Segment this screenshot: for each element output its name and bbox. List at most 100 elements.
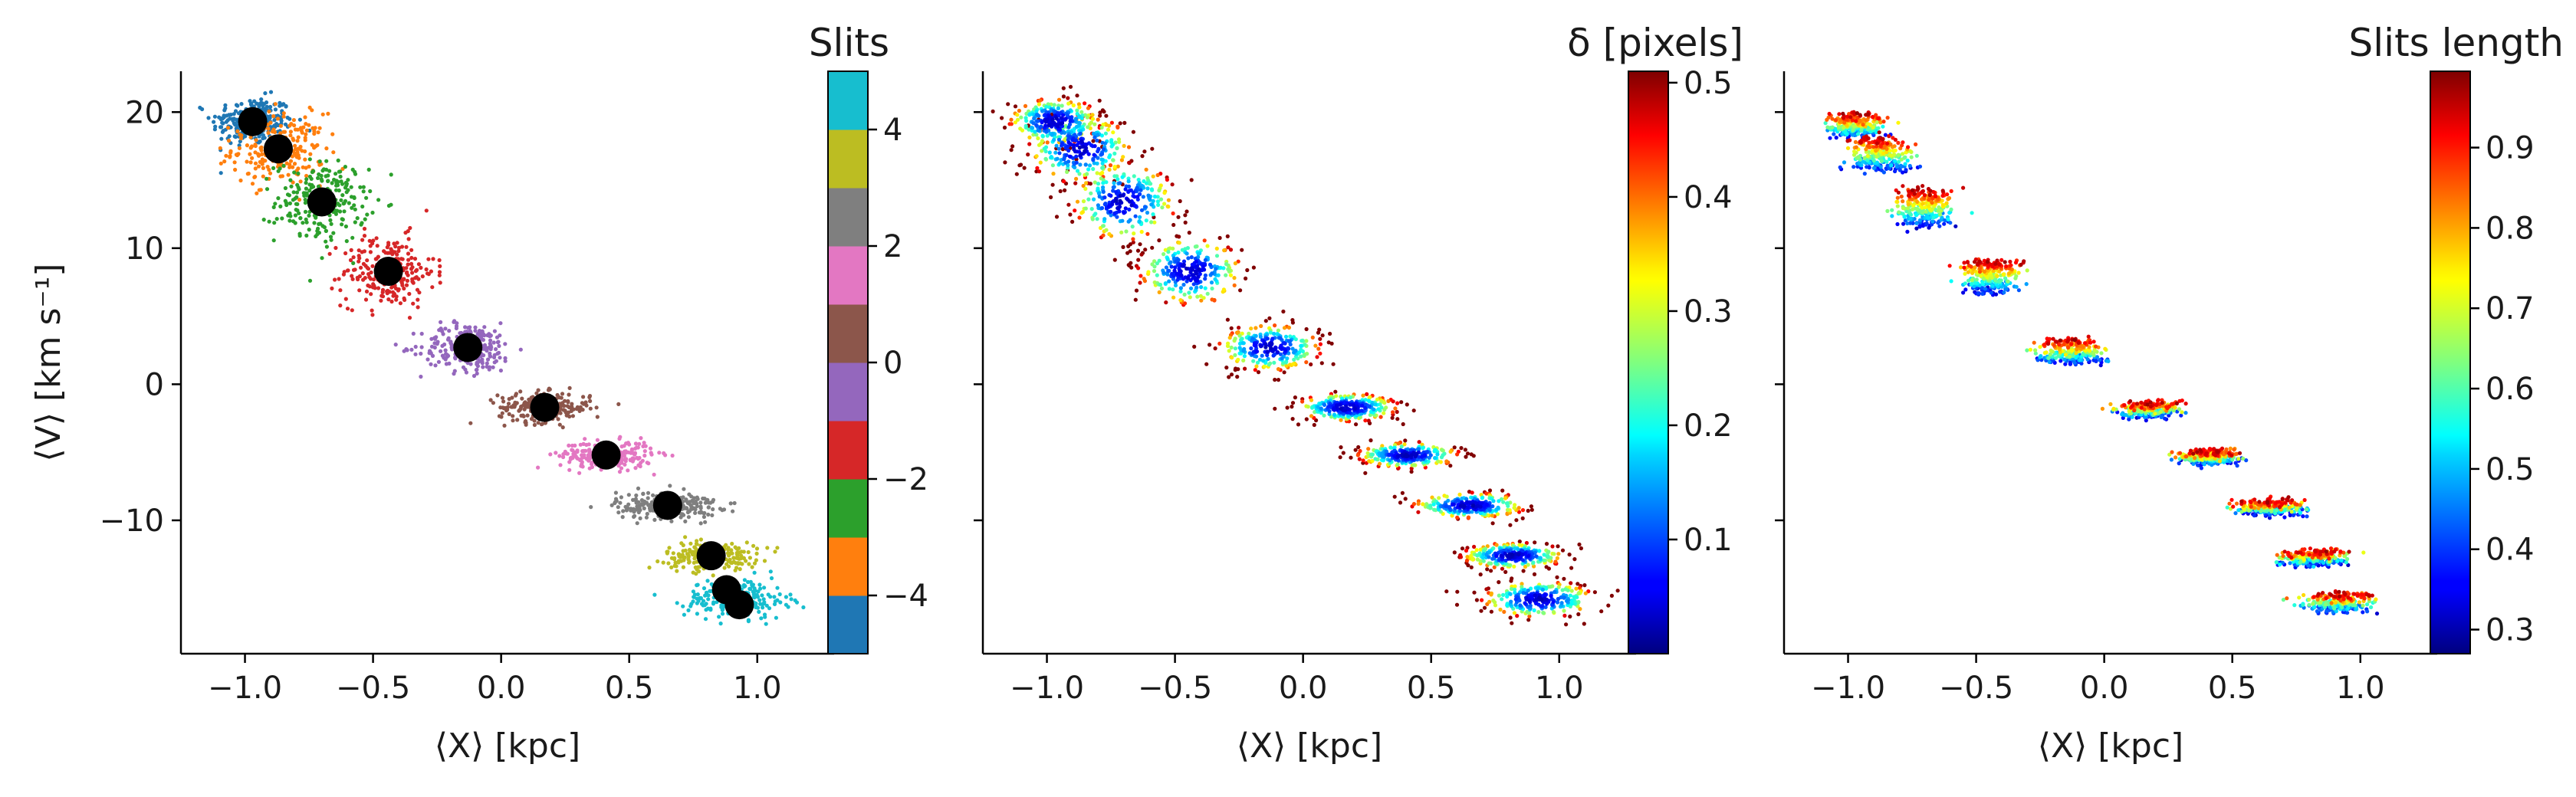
data-point — [1149, 220, 1154, 225]
data-point — [219, 136, 224, 141]
data-point — [1286, 325, 1291, 330]
data-point — [1421, 446, 1425, 451]
data-point — [1009, 122, 1014, 126]
data-point — [334, 180, 339, 185]
data-point — [278, 123, 283, 128]
data-point — [520, 396, 524, 401]
data-point — [1518, 603, 1523, 608]
data-point — [1171, 287, 1175, 292]
data-point — [1193, 277, 1198, 281]
data-point — [386, 203, 391, 208]
data-point — [266, 126, 271, 131]
data-point — [1487, 488, 1493, 493]
data-point — [1145, 210, 1150, 215]
data-point — [1057, 161, 1063, 166]
colorbar-cells — [828, 71, 868, 654]
data-point — [334, 172, 338, 176]
data-point — [278, 204, 283, 208]
data-point — [217, 115, 222, 120]
data-point — [1327, 408, 1332, 414]
data-point — [1573, 595, 1578, 599]
data-point — [1560, 548, 1566, 553]
data-point — [1540, 587, 1545, 592]
data-point — [626, 493, 631, 497]
data-point — [730, 541, 734, 546]
data-point — [1024, 111, 1029, 116]
data-point — [757, 598, 762, 602]
data-point — [288, 218, 292, 223]
data-point — [346, 268, 350, 273]
data-point — [409, 261, 414, 266]
data-point — [1092, 161, 1096, 166]
data-point — [1086, 125, 1090, 130]
data-point — [741, 582, 747, 588]
data-point — [445, 353, 450, 357]
data-point — [1526, 618, 1531, 622]
data-point — [610, 503, 614, 507]
data-point — [488, 398, 493, 402]
data-point — [415, 287, 420, 292]
data-point — [431, 257, 435, 261]
data-point — [746, 549, 751, 555]
data-point — [1178, 269, 1183, 274]
data-point — [710, 513, 715, 518]
data-point — [624, 441, 629, 446]
data-point — [1068, 212, 1073, 217]
data-point — [577, 471, 582, 475]
data-point — [1079, 110, 1084, 114]
data-point — [1043, 113, 1047, 117]
data-point — [1038, 160, 1043, 165]
data-point — [703, 617, 708, 622]
data-point — [1290, 417, 1295, 421]
data-point — [1299, 343, 1303, 348]
data-point — [368, 250, 373, 254]
data-point — [1577, 542, 1582, 547]
data-point — [656, 559, 660, 564]
data-point — [567, 467, 572, 472]
data-point — [1318, 351, 1322, 356]
data-point — [676, 560, 681, 565]
data-point — [304, 233, 309, 238]
data-point — [347, 201, 351, 205]
data-point — [405, 278, 410, 283]
data-point — [454, 326, 459, 330]
data-point — [1138, 274, 1143, 278]
data-point — [1281, 361, 1286, 366]
axes-spines — [179, 71, 834, 655]
data-point — [1524, 595, 1529, 600]
data-point — [279, 119, 284, 123]
data-point — [1035, 119, 1040, 123]
data-point — [327, 251, 332, 256]
data-point — [1501, 500, 1506, 504]
data-point — [582, 455, 586, 460]
data-point — [250, 156, 255, 160]
data-point — [252, 99, 257, 103]
data-point — [233, 109, 238, 113]
data-point — [1122, 120, 1127, 125]
data-point — [729, 548, 734, 553]
data-point — [1101, 123, 1106, 127]
data-point — [683, 548, 688, 553]
data-point — [436, 359, 442, 364]
slit-center-marker — [263, 134, 293, 164]
data-point — [1290, 405, 1294, 409]
data-point — [1233, 336, 1237, 341]
data-point — [343, 185, 348, 190]
data-point — [1102, 195, 1107, 200]
data-point — [1318, 336, 1322, 341]
data-point — [261, 166, 265, 170]
data-point — [220, 120, 225, 125]
data-point — [307, 157, 312, 162]
data-point — [1514, 518, 1519, 523]
data-point — [1237, 346, 1242, 350]
data-point — [693, 565, 698, 570]
data-point — [635, 445, 639, 450]
data-point — [329, 221, 334, 226]
data-point — [491, 365, 495, 369]
data-point — [565, 451, 570, 456]
data-point — [680, 553, 685, 557]
data-point — [361, 277, 366, 282]
data-point — [1093, 212, 1098, 216]
data-point — [524, 422, 528, 427]
data-point — [1132, 231, 1136, 236]
